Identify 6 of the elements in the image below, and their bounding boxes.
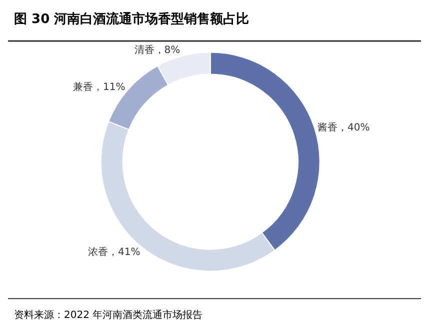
slice-label: 浓香，41% bbox=[88, 246, 140, 258]
slice-label: 兼香，11% bbox=[73, 80, 126, 93]
text: 资料来源：2022 年河南酒类流通市场报告 bbox=[14, 309, 203, 321]
chart-title: 图 30 河南白酒流通市场香型销售额占比 bbox=[14, 11, 250, 27]
slice-label: 清香，8% bbox=[134, 44, 180, 56]
slice-label: 酱香，40% bbox=[317, 121, 370, 134]
